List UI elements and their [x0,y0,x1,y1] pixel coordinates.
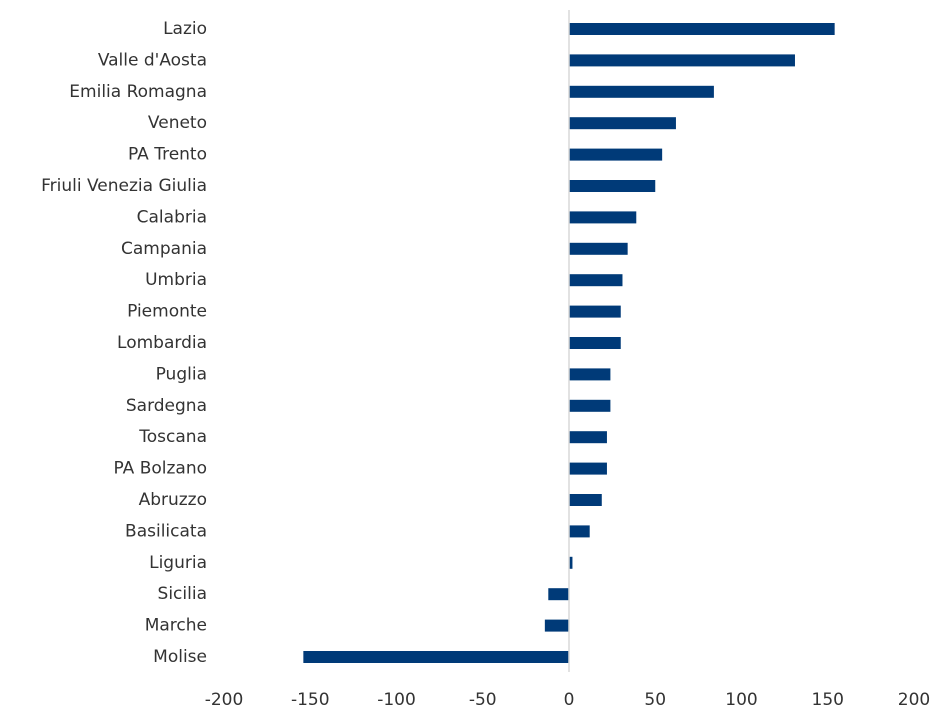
bar [569,462,607,475]
category-label: PA Trento [128,145,207,165]
bar [548,588,569,601]
bar [569,54,795,67]
category-label: PA Bolzano [114,459,208,479]
category-label: Campania [121,239,207,259]
bar [569,148,663,161]
x-tick-label: 150 [812,690,844,710]
bar [569,180,656,192]
category-label: Liguria [149,553,207,573]
bar [303,651,569,663]
category-label: Toscana [138,427,207,447]
category-label: Veneto [148,113,207,133]
x-tick-labels: -200 -150 -100 -50 0 50 100 150 200 [205,690,931,710]
category-label: Umbria [145,270,207,290]
bar [569,305,621,318]
category-labels: Lazio Valle d'Aosta Emilia Romagna Veneto PA… [41,19,207,667]
bar [569,117,676,130]
category-label: Lombardia [117,333,207,353]
x-tick-label: -50 [469,690,497,710]
category-label: Molise [153,647,207,667]
bar [544,619,569,632]
x-tick-label: 200 [898,690,930,710]
x-tick-label: -200 [205,690,244,710]
category-label: Marche [145,616,207,636]
bar [569,431,607,444]
x-tick-label: 0 [564,690,575,710]
x-tick-label: 50 [644,690,666,710]
bar [569,211,637,224]
bar [569,23,835,35]
bar [569,525,590,538]
category-label: Basilicata [125,521,207,541]
category-label: Sardegna [126,396,207,416]
category-label: Friuli Venezia Giulia [41,176,207,196]
category-label: Abruzzo [139,490,207,510]
category-label: Lazio [163,19,207,39]
bar [569,399,611,412]
bar [569,556,573,569]
bars-layer [303,23,835,663]
category-label: Sicilia [158,584,207,604]
category-label: Piemonte [127,302,207,322]
bar [569,242,628,255]
bar [569,85,714,98]
category-label: Puglia [156,364,207,384]
bar [569,494,602,506]
category-label: Valle d'Aosta [98,50,207,70]
bar [569,274,623,287]
category-label: Emilia Romagna [69,82,207,102]
x-tick-label: -100 [377,690,416,710]
bar [569,368,611,381]
x-tick-label: 100 [725,690,757,710]
category-label: Calabria [137,207,207,227]
x-tick-label: -150 [291,690,330,710]
bar [569,337,621,349]
